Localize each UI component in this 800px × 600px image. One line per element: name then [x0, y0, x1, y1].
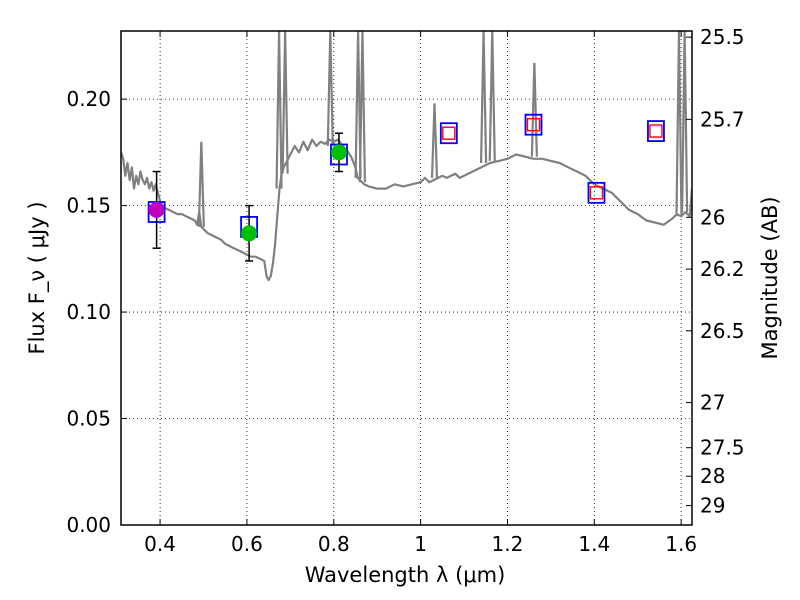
y2-tick-label: 29	[700, 494, 725, 518]
model-photometry-marker	[439, 122, 458, 145]
detection-marker	[241, 225, 258, 242]
y2-tick-label: 28	[700, 464, 725, 488]
sed-emission-spike	[530, 62, 538, 157]
model-photometry-marker	[524, 113, 543, 136]
sed-emission-spike	[681, 31, 689, 213]
x-tick-label: 1.6	[665, 532, 697, 556]
sed-emission-spike	[358, 31, 367, 183]
y-tick-label: 0.05	[66, 407, 111, 431]
y2-tick-label: 27	[700, 391, 725, 415]
sed-emission-spike	[281, 31, 289, 174]
model-photometry-marker	[587, 181, 606, 204]
y-tick-label: 0.15	[66, 194, 111, 218]
axis-ticks: 0.4 0.6 0.8 1 1.2 1.4 1.6 0.00 0.05 0.10 0.15 0.20 2…	[66, 25, 744, 556]
y2-tick-label: 25.5	[700, 25, 745, 49]
y-tick-label: 0.10	[66, 300, 111, 324]
sed-emission-spike	[675, 31, 683, 217]
sed-emission-spike	[479, 31, 488, 164]
plot-frame	[120, 30, 693, 526]
detection-marker	[148, 201, 165, 218]
y-axis-title: Flux F_ν ( μJy )	[25, 201, 50, 354]
y2-tick-label: 25.7	[700, 107, 745, 131]
y-tick-label: 0.00	[66, 513, 111, 537]
y2-axis-title: Magnitude (AB)	[758, 196, 782, 359]
y2-tick-label: 26.2	[700, 257, 745, 281]
sed-emission-spike	[488, 31, 496, 161]
x-tick-label: 1	[414, 532, 427, 556]
detection-marker	[330, 144, 347, 161]
sed-emission-spike	[197, 141, 205, 227]
grid	[121, 31, 692, 526]
sed-emission-spike	[275, 31, 283, 189]
x-tick-label: 1.2	[492, 532, 524, 556]
y-tick-label: 0.20	[66, 87, 111, 111]
y2-tick-label: 26.5	[700, 319, 745, 343]
y2-tick-label: 27.5	[700, 436, 745, 460]
plot-area	[121, 31, 692, 282]
non-detection-marker	[649, 124, 663, 138]
non-detection-marker	[589, 186, 604, 200]
model-photometry-marker	[647, 120, 665, 142]
sed-emission-spike	[326, 31, 334, 147]
x-tick-label: 1.4	[578, 532, 610, 556]
sed-emission-spike	[430, 103, 439, 178]
x-axis-title: Wavelength λ (μm)	[305, 563, 506, 587]
non-detection-marker	[526, 117, 541, 132]
sed-model-line	[121, 138, 692, 282]
y2-tick-label: 26	[700, 205, 725, 229]
non-detection-marker	[442, 126, 456, 140]
x-tick-label: 0.6	[231, 532, 263, 556]
x-tick-label: 0.4	[144, 532, 176, 556]
x-tick-label: 0.8	[318, 532, 350, 556]
